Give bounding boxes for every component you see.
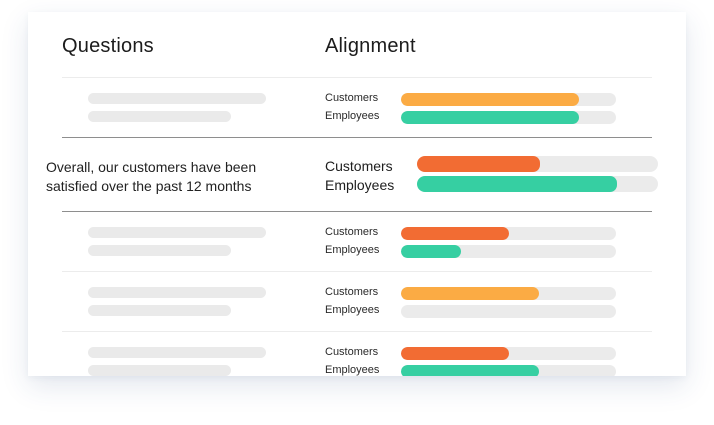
customers-label: Customers — [325, 346, 379, 358]
featured-question-text: Overall, our customers have been satisfi… — [46, 159, 257, 194]
questions-header: Questions — [62, 35, 154, 57]
customers-bar-track — [401, 93, 616, 106]
customers-bar-fill — [401, 287, 539, 300]
featured-customers-bar-fill — [417, 156, 540, 172]
employees-bar-track — [401, 365, 616, 376]
header-divider — [62, 77, 652, 78]
question-placeholder-line — [88, 93, 266, 104]
question-row[interactable]: Customers Employees — [28, 212, 686, 271]
question-row[interactable]: Customers Employees — [28, 332, 686, 376]
question-row[interactable]: Customers Employees — [28, 272, 686, 331]
featured-top-divider — [62, 137, 652, 138]
featured-employees-bar-fill — [417, 176, 618, 192]
employees-label: Employees — [325, 304, 380, 316]
employees-bar-fill — [401, 245, 462, 258]
question-placeholder-line — [88, 245, 231, 256]
featured-customers-label: Customers — [325, 158, 393, 174]
featured-employees-bar-track — [417, 176, 658, 192]
question-placeholder-line — [88, 227, 266, 238]
row-divider — [62, 331, 652, 332]
customers-label: Customers — [325, 92, 379, 104]
employees-bar-track — [401, 111, 616, 124]
featured-customers-bar-track — [417, 156, 658, 172]
customers-bar-fill — [401, 347, 509, 360]
question-placeholder-line — [88, 347, 266, 358]
question-placeholder-line — [88, 305, 231, 316]
employees-label: Employees — [325, 110, 380, 122]
employees-bar-fill — [401, 111, 580, 124]
employees-label: Employees — [325, 244, 380, 256]
customers-bar-track — [401, 347, 616, 360]
question-placeholder-line — [88, 365, 231, 376]
question-row[interactable]: Customers Employees — [28, 78, 686, 136]
employees-label: Employees — [325, 364, 380, 376]
customers-bar-track — [401, 227, 616, 240]
customers-label: Customers — [325, 226, 379, 238]
alignment-header: Alignment — [325, 35, 416, 57]
alignment-card: Questions Alignment Customers Employees … — [28, 12, 686, 376]
featured-employees-label: Employees — [325, 177, 395, 193]
employees-bar-fill — [401, 365, 539, 376]
customers-bar-track — [401, 287, 616, 300]
row-divider — [62, 271, 652, 272]
employees-bar-track — [401, 305, 616, 318]
featured-bottom-divider — [62, 211, 652, 212]
question-placeholder-line — [88, 287, 266, 298]
question-placeholder-line — [88, 111, 231, 122]
customers-label: Customers — [325, 286, 379, 298]
employees-bar-track — [401, 245, 616, 258]
customers-bar-fill — [401, 227, 509, 240]
customers-bar-fill — [401, 93, 580, 106]
